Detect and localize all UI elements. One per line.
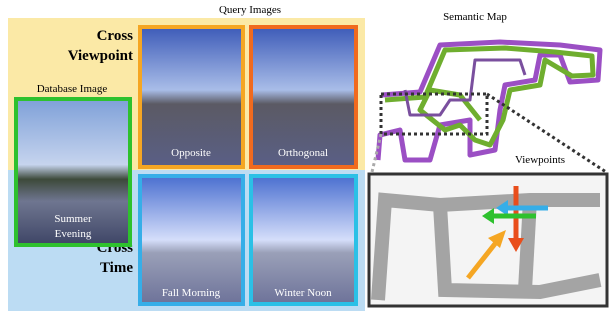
cross-viewpoint-1: Cross xyxy=(97,28,134,44)
query-title: Query Images xyxy=(219,4,281,16)
page: Query Images Cross Viewpoint Cross Time … xyxy=(0,0,612,311)
semantic-map xyxy=(378,42,600,160)
query-image xyxy=(251,27,356,167)
map-title: Semantic Map xyxy=(443,11,507,23)
database-caption-1: Summer xyxy=(54,213,92,225)
query-image xyxy=(140,176,243,304)
query-caption: Winter Noon xyxy=(274,287,332,299)
query-caption: Fall Morning xyxy=(162,287,221,299)
query-image xyxy=(140,27,243,167)
query-caption: Orthogonal xyxy=(278,147,328,159)
database-title: Database Image xyxy=(37,83,108,95)
cross-viewpoint-2: Viewpoint xyxy=(68,48,133,64)
query-image xyxy=(251,176,356,304)
cross-time-2: Time xyxy=(100,260,133,276)
query-caption: Opposite xyxy=(171,147,211,159)
database-caption-2: Evening xyxy=(55,228,92,240)
viewpoints-title: Viewpoints xyxy=(515,154,565,166)
figure: Query Images Cross Viewpoint Cross Time … xyxy=(0,0,612,311)
